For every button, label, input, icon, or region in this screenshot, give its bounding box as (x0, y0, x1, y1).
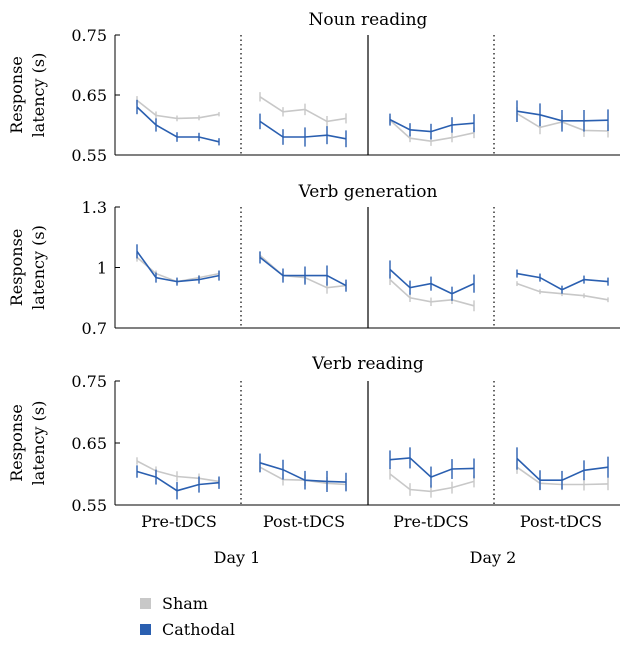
y-axis-label-line: Response (7, 229, 26, 307)
series-line-sham (259, 254, 347, 289)
y-axis-label-line: latency (s) (29, 225, 48, 310)
y-tick-label: 0.7 (82, 319, 107, 338)
panel-title: Verb reading (311, 354, 424, 374)
y-axis-label-line: latency (s) (29, 401, 48, 486)
legend-label: Sham (162, 594, 208, 613)
x-tick-label: Pre-tDCS (141, 512, 217, 531)
y-tick-label: 1.3 (82, 198, 107, 217)
day-label: Day 2 (470, 548, 517, 567)
series-line-cathodal (259, 256, 347, 287)
y-tick-label: 0.55 (71, 146, 107, 165)
y-axis-label-line: latency (s) (29, 53, 48, 138)
y-tick-label: 0.75 (71, 26, 107, 45)
y-tick-label: 1 (97, 259, 107, 278)
series-line-cathodal (136, 470, 220, 492)
series-line-cathodal (389, 457, 475, 479)
y-tick-label: 0.65 (71, 86, 107, 105)
y-tick-label: 0.55 (71, 496, 107, 515)
series-line-sham (259, 96, 347, 123)
y-axis-label: Response latency (s) (7, 53, 48, 138)
y-tick-label: 0.75 (71, 372, 107, 391)
legend-swatch-sham (140, 598, 151, 609)
y-axis-label: Response latency (s) (7, 225, 48, 310)
series-line-sham (136, 99, 220, 120)
panel-title: Verb generation (298, 182, 438, 202)
x-tick-label: Post-tDCS (263, 512, 345, 531)
y-tick-label: 0.65 (71, 434, 107, 453)
series-line-cathodal (259, 120, 347, 140)
legend-swatch-cathodal (140, 624, 151, 635)
series-line-cathodal (136, 250, 220, 283)
legend-label: Cathodal (162, 620, 235, 639)
panel-title: Noun reading (309, 10, 428, 30)
panel-2: Verb generation 1.3 1 0.7 Response latency (s… (7, 182, 620, 338)
y-axis-label-line: Response (7, 56, 26, 134)
series-line-cathodal (389, 118, 475, 133)
y-axis-label-line: Response (7, 404, 26, 482)
panel-1: Noun reading 0.75 0.65 0.55 Response latency … (7, 10, 620, 165)
panel-3: Verb reading 0.75 0.65 0.55 Response latency … (7, 354, 620, 515)
series-line-sham (136, 460, 220, 483)
x-tick-label: Post-tDCS (520, 512, 602, 531)
series-line-cathodal (259, 462, 347, 483)
series-line-cathodal (136, 106, 220, 143)
y-axis-label: Response latency (s) (7, 401, 48, 486)
x-tick-label: Pre-tDCS (393, 512, 469, 531)
day-label: Day 1 (214, 548, 261, 567)
